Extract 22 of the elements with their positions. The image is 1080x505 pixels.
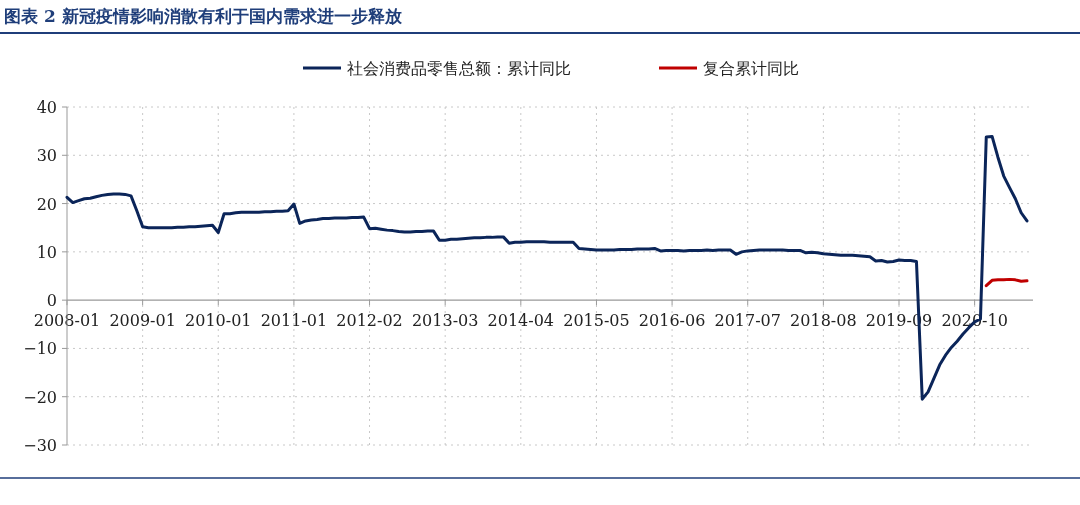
- x-tick-label: 2008-01: [33, 311, 101, 331]
- x-tick-label: 2016-06: [638, 311, 706, 331]
- y-tick-label: 30: [36, 146, 57, 166]
- y-tick-label: 0: [46, 291, 57, 311]
- x-tick-label: 2018-08: [790, 311, 857, 331]
- y-tick-label: −20: [23, 387, 57, 407]
- y-tick-label: 40: [36, 98, 57, 117]
- legend-label: 复合累计同比: [703, 59, 799, 78]
- y-tick-label: −10: [23, 339, 57, 359]
- y-tick-label: −30: [23, 436, 57, 455]
- x-tick-label: 2014-04: [487, 311, 555, 331]
- x-tick-label: 2017-07: [714, 311, 781, 331]
- title: 图表 2 新冠疫情影响消散有利于国内需求进一步释放: [4, 6, 402, 26]
- y-tick-label: 20: [36, 194, 57, 214]
- y-tick-label: 10: [36, 242, 57, 262]
- legend-label: 社会消费品零售总额：累计同比: [347, 59, 571, 78]
- x-tick-label: 2011-01: [260, 311, 328, 331]
- x-tick-label: 2015-05: [563, 311, 630, 331]
- x-tick-label: 2012-02: [336, 311, 403, 331]
- x-tick-label: 2013-03: [411, 311, 479, 331]
- x-tick-label: 2010-01: [185, 311, 252, 331]
- x-tick-label: 2009-01: [109, 311, 176, 331]
